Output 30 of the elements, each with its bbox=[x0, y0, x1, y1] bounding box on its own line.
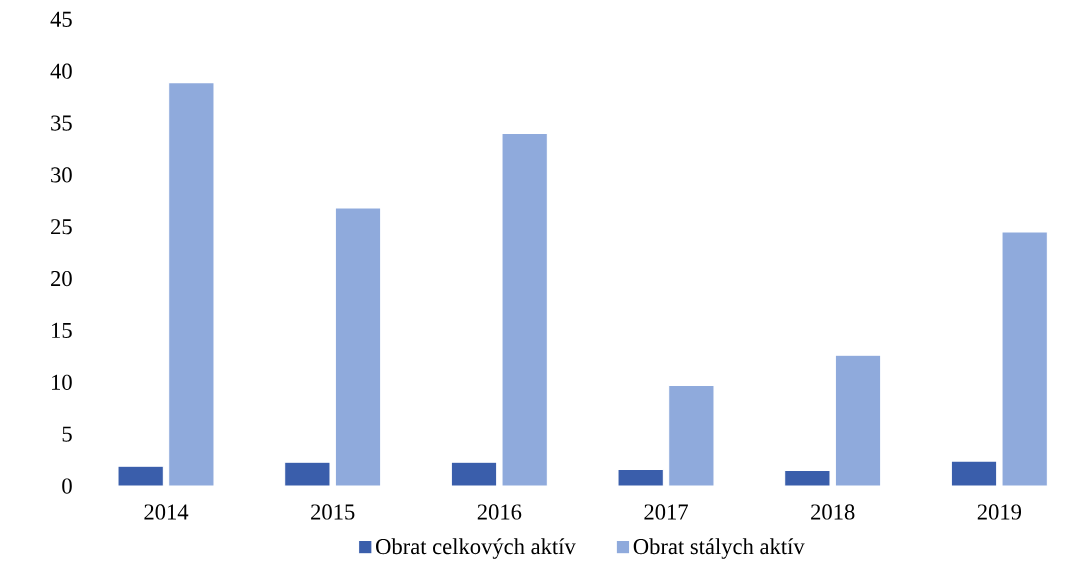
x-tick-label: 2019 bbox=[977, 504, 1022, 520]
bar bbox=[834, 354, 882, 486]
legend-label: Obrat celkových aktív bbox=[376, 538, 576, 559]
bar bbox=[501, 132, 548, 486]
bar bbox=[334, 207, 382, 486]
y-tick-label: 5 bbox=[62, 426, 72, 442]
y-tick-label: 40 bbox=[50, 63, 72, 79]
y-tick-label: 15 bbox=[52, 322, 72, 339]
legend-label: Obrat stálych aktív bbox=[633, 538, 805, 559]
bar bbox=[668, 384, 715, 486]
bar bbox=[617, 468, 664, 486]
x-tick-label: 2018 bbox=[811, 504, 855, 520]
y-tick-label: 35 bbox=[51, 115, 72, 131]
bar bbox=[784, 469, 831, 486]
y-tick-label: 0 bbox=[62, 478, 72, 494]
bar bbox=[168, 82, 215, 486]
y-tick-label: 25 bbox=[51, 219, 72, 235]
bar bbox=[450, 461, 498, 486]
bar bbox=[950, 460, 998, 486]
bar bbox=[1001, 231, 1048, 486]
x-tick-label: 2015 bbox=[311, 504, 355, 520]
y-tick-label: 20 bbox=[51, 270, 72, 287]
x-tick-label: 2017 bbox=[644, 504, 688, 520]
x-tick-label: 2016 bbox=[477, 504, 522, 520]
bar bbox=[117, 465, 164, 486]
y-tick-label: 30 bbox=[51, 167, 72, 183]
bar bbox=[284, 461, 331, 486]
x-tick-label: 2014 bbox=[144, 504, 189, 520]
y-tick-label: 10 bbox=[52, 374, 72, 390]
y-tick-label: 45 bbox=[50, 11, 72, 27]
